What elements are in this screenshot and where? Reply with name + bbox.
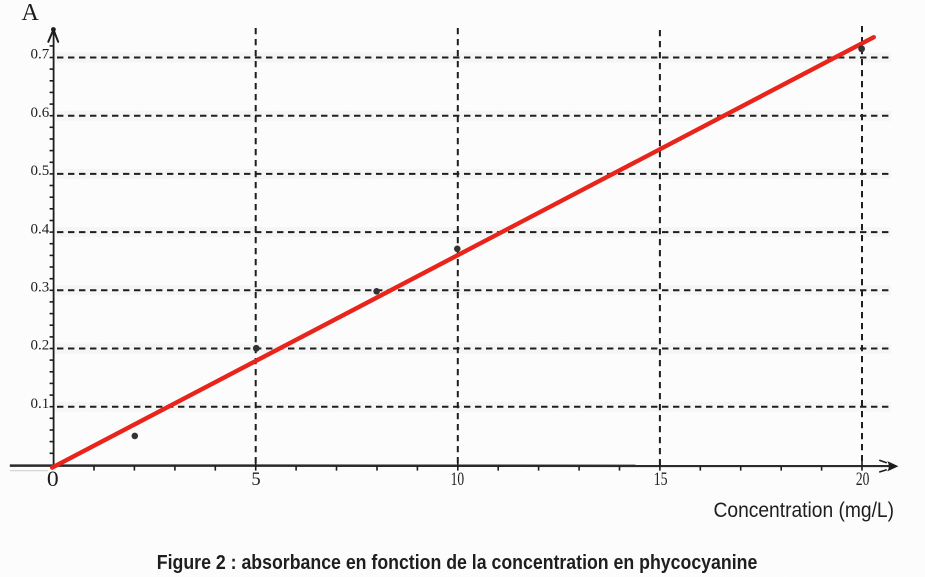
svg-text:0.4: 0.4 (30, 221, 49, 237)
svg-text:5: 5 (251, 470, 260, 490)
svg-text:Figure 2 : absorbance en fonct: Figure 2 : absorbance en fonction de la … (157, 551, 758, 574)
svg-text:10: 10 (451, 470, 465, 490)
svg-text:15: 15 (654, 470, 668, 490)
svg-text:20: 20 (856, 470, 870, 490)
svg-text:0.2: 0.2 (30, 338, 49, 354)
svg-text:0.7: 0.7 (30, 47, 49, 63)
svg-text:0.6: 0.6 (30, 105, 49, 121)
svg-text:0.1: 0.1 (30, 396, 49, 412)
svg-text:A: A (22, 0, 40, 26)
svg-text:0: 0 (47, 466, 59, 491)
svg-text:0.3: 0.3 (30, 280, 49, 296)
svg-text:0.5: 0.5 (30, 163, 49, 179)
svg-text:Concentration (mg/L): Concentration (mg/L) (714, 499, 895, 522)
